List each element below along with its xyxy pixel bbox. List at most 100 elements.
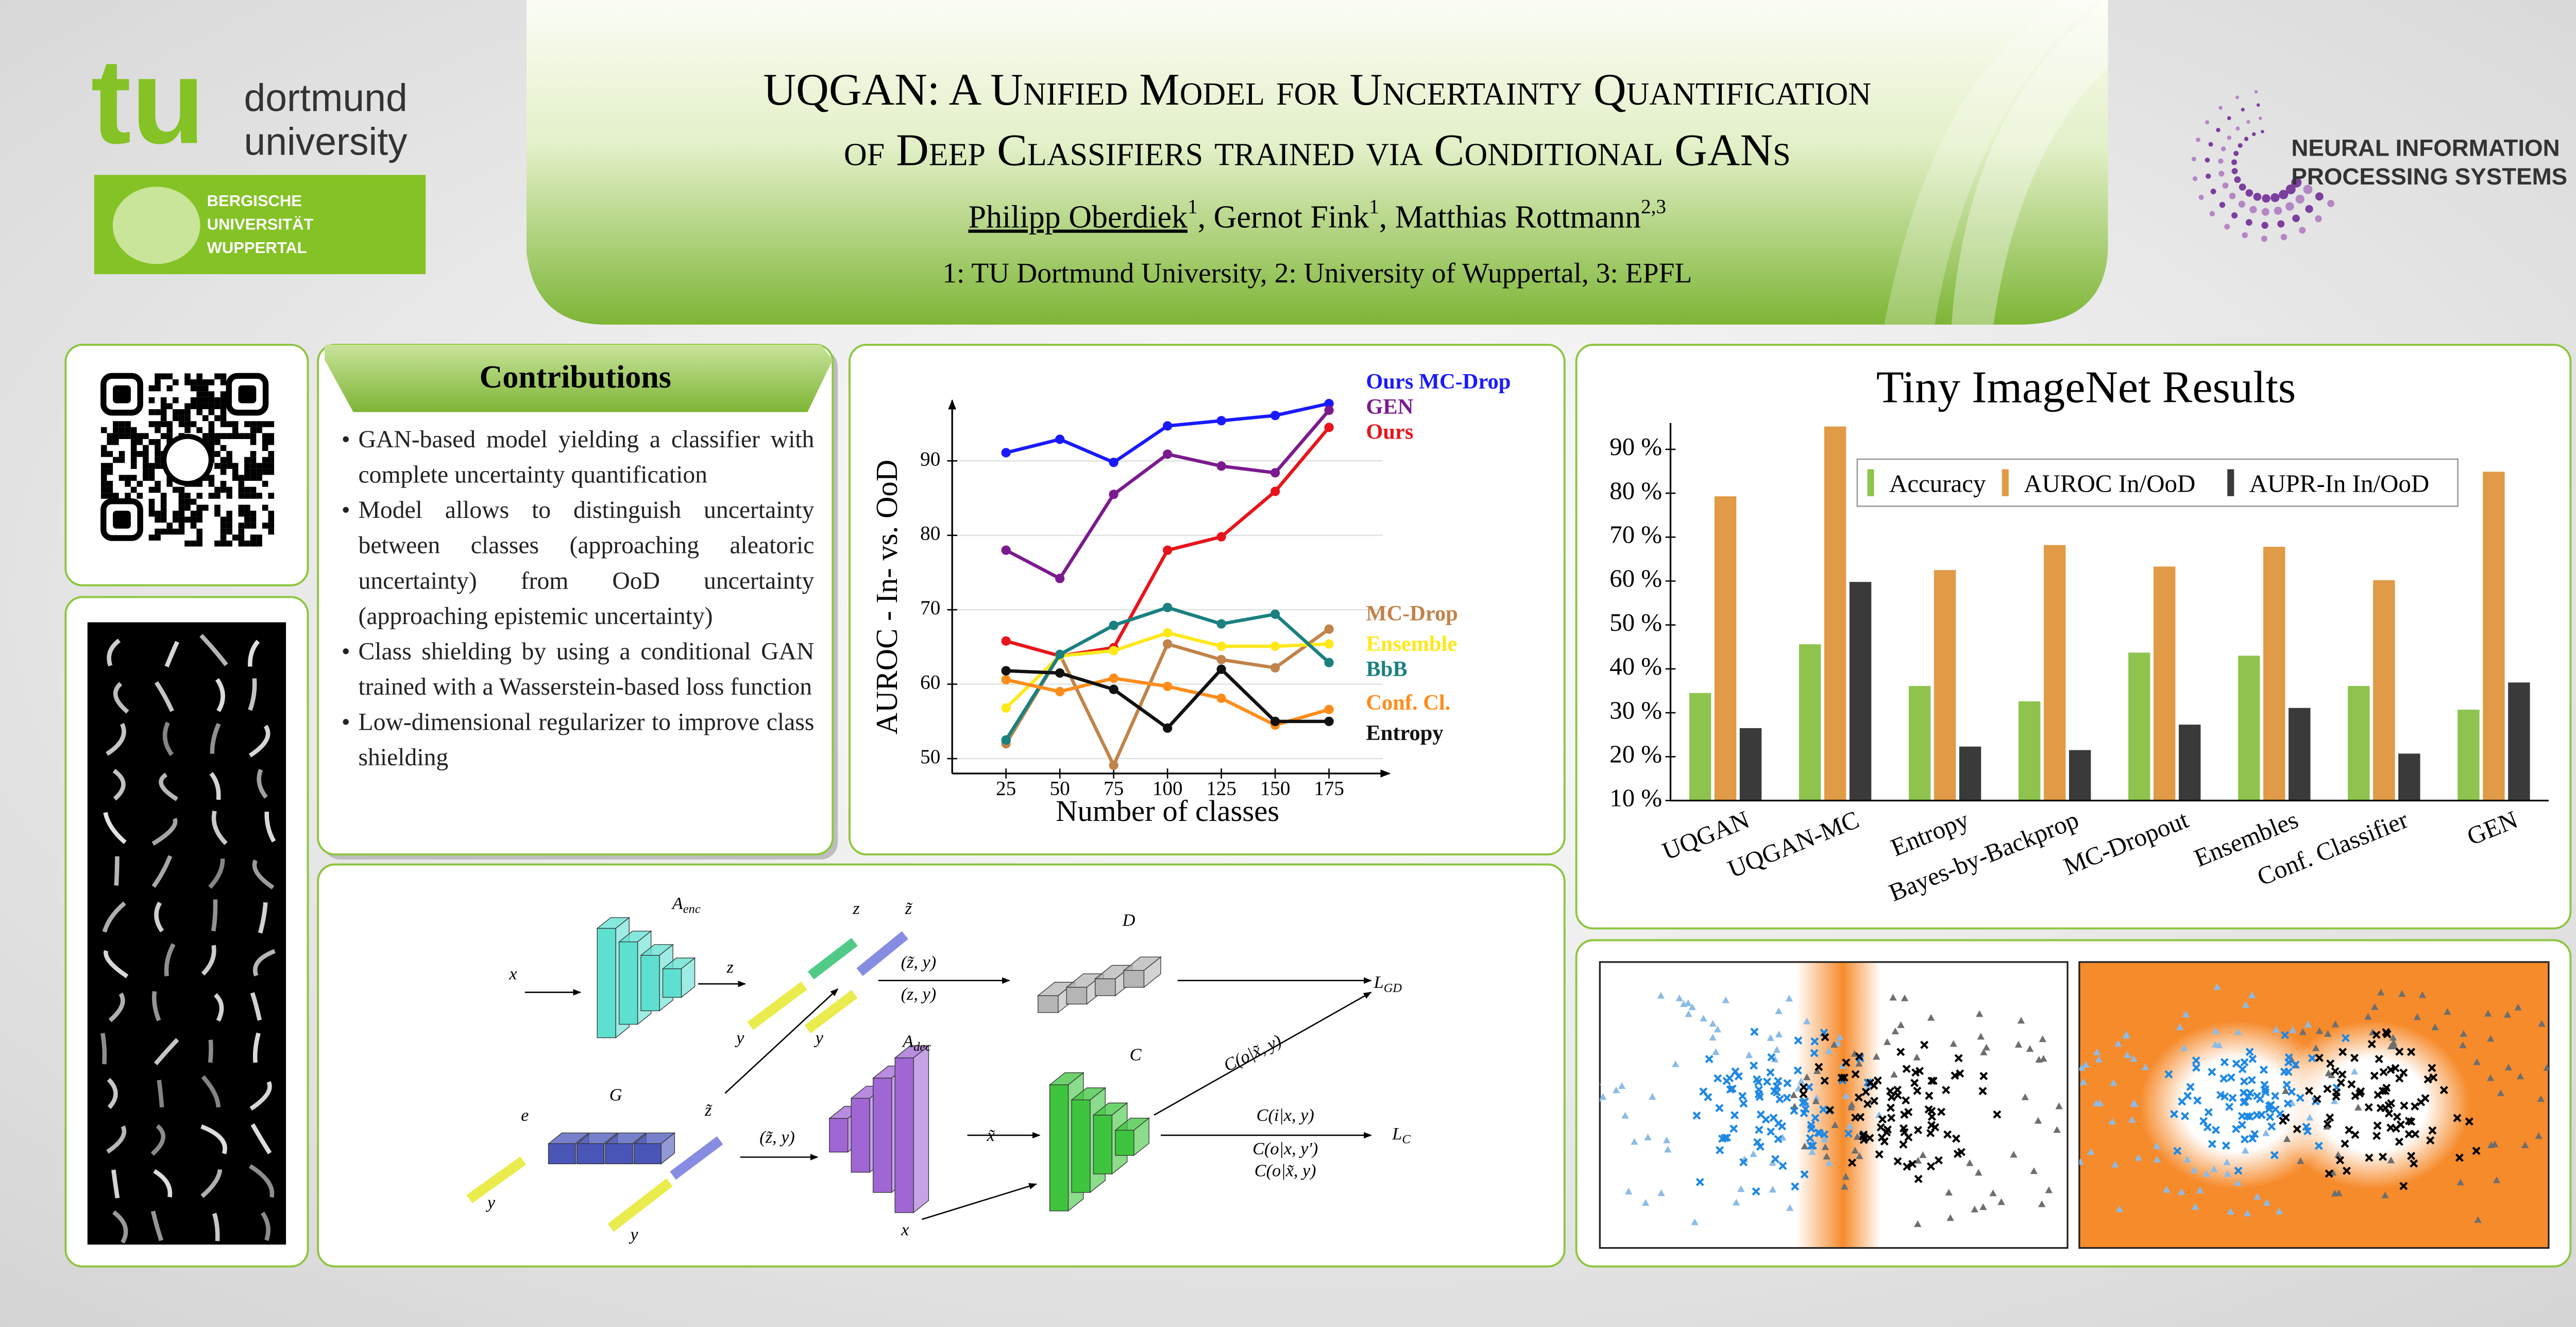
toy-sample: [2164, 1070, 2173, 1079]
neurips-dot: [2303, 184, 2313, 194]
toy-sample: [1808, 1148, 1816, 1155]
series-point: [1324, 639, 1334, 649]
qr-module: [268, 439, 275, 445]
qr-module: [130, 433, 137, 439]
sample-digit: [151, 817, 178, 846]
toy-sample: [1664, 1146, 1672, 1153]
toy-sample: [2330, 1097, 2338, 1104]
label-sub: enc: [683, 902, 701, 916]
qr-module: [250, 427, 257, 433]
qr-module: [173, 528, 179, 535]
qr-module: [190, 523, 197, 529]
toy-sample: [1775, 1007, 1783, 1014]
label-sub: C: [1402, 1132, 1411, 1146]
toy-sample: [2431, 1023, 2439, 1031]
toy-sample: [1819, 1105, 1827, 1114]
tu-name: university: [244, 120, 408, 163]
toy-sample: [2234, 1166, 2243, 1175]
decoder-block: [894, 1057, 914, 1213]
qr-module: [137, 481, 143, 487]
series-point: [1324, 704, 1334, 714]
qr-module: [244, 421, 250, 427]
toy-sample: [1851, 1147, 1859, 1154]
qr-module: [244, 505, 250, 511]
neurips-dot: [2299, 227, 2306, 234]
sample-digit: [151, 855, 173, 888]
toy-sample: [1954, 1054, 1963, 1063]
sample-digit: [157, 1080, 164, 1108]
toy-sample: [1801, 1143, 1809, 1150]
qr-module: [226, 510, 232, 517]
neurips-dot: [2245, 219, 2252, 226]
toy-sample: [1899, 1124, 1908, 1133]
qr-module: [238, 523, 245, 529]
qr-module: [184, 409, 191, 415]
toy-sample: [2163, 1186, 2171, 1193]
qr-module: [113, 427, 119, 433]
qr-module: [232, 421, 239, 427]
diagram-label: x: [509, 964, 517, 984]
neurips-dot: [2280, 233, 2287, 241]
sample-digit: [210, 723, 221, 754]
y-tick-label: 60: [920, 671, 940, 694]
toy-sample: [2325, 1169, 2333, 1178]
qr-module: [130, 451, 137, 457]
series-point: [1216, 664, 1226, 674]
toy-sample: [1641, 1199, 1650, 1206]
toy-sample: [1721, 1134, 1730, 1143]
toy-sample: [2514, 1003, 2522, 1011]
diagram-label: C(i|x, y): [1257, 1105, 1314, 1125]
toy-sample: [1722, 1133, 1731, 1142]
diagram-label: y: [814, 1028, 824, 1048]
toy-sample: [1739, 1158, 1748, 1167]
qr-module: [220, 415, 227, 422]
toy-sample: [1899, 1140, 1908, 1149]
y-tick-label: 80: [920, 523, 940, 545]
toy-sample: [1786, 1204, 1794, 1211]
bar: [2069, 750, 2091, 801]
toy-sample: [2338, 1070, 2347, 1079]
toy-sample: [2181, 1112, 2190, 1120]
toy-sample: [2387, 1099, 2396, 1107]
sample-digit: [106, 723, 126, 756]
qr-module: [113, 421, 119, 427]
encoder-block: [640, 955, 660, 1012]
neurips-dot: [2208, 142, 2213, 147]
qr-module: [143, 451, 149, 457]
qr-module: [160, 433, 167, 439]
toy-sample: [2313, 1095, 2321, 1103]
qr-module: [250, 421, 257, 427]
toy-sample: [1901, 994, 1909, 1001]
toy-sample: [2386, 1065, 2395, 1074]
toy-sample: [2017, 1017, 2025, 1024]
qr-module: [196, 391, 202, 397]
neurips-dot: [2259, 116, 2262, 120]
qr-module: [202, 403, 209, 410]
toy-sample: [1750, 1150, 1757, 1157]
diagram-label: z: [852, 898, 859, 918]
qr-module: [196, 505, 202, 511]
bar: [2289, 708, 2311, 801]
toy-sample: [1840, 1183, 1849, 1190]
qr-module: [190, 403, 197, 410]
toy-sample: [2395, 1047, 2404, 1056]
toy-sample: [1807, 1141, 1816, 1150]
toy-sample: [2291, 1061, 2300, 1069]
toy-sample: [1716, 1146, 1724, 1154]
toy-sample: [2183, 1091, 2192, 1100]
qr-module: [262, 433, 268, 439]
toy-sample: [2473, 1058, 2481, 1065]
toy-sample: [1808, 1141, 1817, 1150]
qr-module: [155, 486, 161, 493]
neurips-dot: [2235, 126, 2240, 131]
bar: [2238, 656, 2260, 801]
toy-sample: [2115, 1205, 2124, 1212]
vector: [670, 1136, 723, 1180]
neurips-dot: [2192, 176, 2198, 181]
toy-sample: [1903, 1162, 1911, 1171]
series-point: [1216, 654, 1226, 665]
toy-sample: [2417, 1098, 2426, 1106]
qr-module: [178, 486, 185, 493]
toy-sample: [2413, 1013, 2421, 1020]
qr-module: [125, 481, 131, 487]
